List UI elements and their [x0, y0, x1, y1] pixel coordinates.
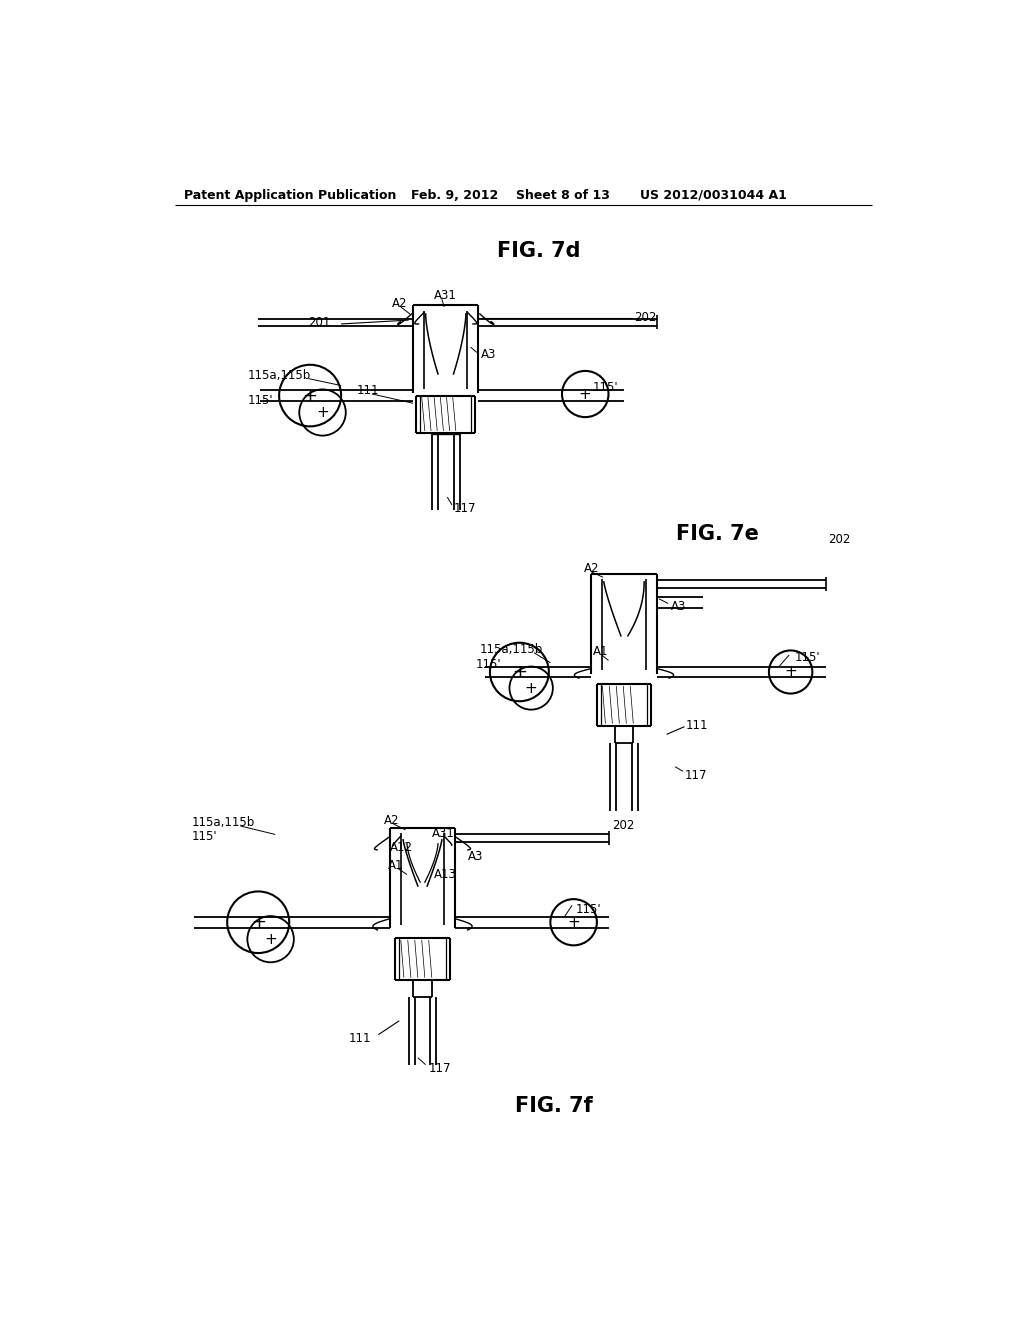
Text: A3: A3 [671, 601, 686, 612]
Text: A31: A31 [434, 289, 457, 302]
Text: 115': 115' [191, 829, 217, 842]
Text: A1: A1 [593, 644, 608, 657]
Text: +: + [264, 932, 276, 946]
Text: 111: 111 [349, 1032, 372, 1045]
Text: A12: A12 [390, 841, 413, 854]
Text: 117: 117 [429, 1063, 452, 1074]
Text: 202: 202 [827, 533, 850, 546]
Text: +: + [524, 681, 538, 696]
Text: +: + [303, 387, 317, 404]
Text: +: + [784, 664, 797, 680]
Text: 111: 111 [356, 384, 379, 397]
Text: A2: A2 [584, 562, 599, 576]
Text: 111: 111 [686, 719, 709, 733]
Text: +: + [251, 913, 265, 931]
Text: A2: A2 [384, 814, 399, 828]
Text: A13: A13 [434, 869, 457, 880]
Text: 117: 117 [684, 770, 707, 783]
Text: 115': 115' [248, 395, 273, 408]
Text: 115': 115' [795, 651, 820, 664]
Text: 115a,115b: 115a,115b [191, 816, 255, 829]
Text: A3: A3 [467, 850, 483, 863]
Text: FIG. 7e: FIG. 7e [676, 524, 759, 544]
Text: 115': 115' [575, 903, 601, 916]
Text: A31: A31 [432, 828, 455, 841]
Text: +: + [567, 915, 580, 929]
Text: 115': 115' [475, 657, 501, 671]
Text: +: + [512, 663, 527, 681]
Text: 202: 202 [612, 820, 635, 833]
Text: FIG. 7d: FIG. 7d [497, 240, 581, 261]
Text: 117: 117 [454, 502, 476, 515]
Text: A2: A2 [391, 297, 407, 310]
Text: +: + [579, 387, 592, 401]
Text: 115a,115b: 115a,115b [248, 370, 311, 381]
Text: Patent Application Publication: Patent Application Publication [183, 189, 396, 202]
Text: 201: 201 [308, 315, 330, 329]
Text: US 2012/0031044 A1: US 2012/0031044 A1 [640, 189, 786, 202]
Text: 115': 115' [593, 381, 618, 395]
Text: A3: A3 [480, 348, 496, 362]
Text: Feb. 9, 2012: Feb. 9, 2012 [411, 189, 498, 202]
Text: Sheet 8 of 13: Sheet 8 of 13 [515, 189, 609, 202]
Text: +: + [316, 405, 329, 420]
Text: A1: A1 [388, 859, 403, 871]
Text: 115a,115b: 115a,115b [480, 643, 543, 656]
Text: FIG. 7f: FIG. 7f [515, 1096, 593, 1115]
Text: 202: 202 [634, 312, 656, 325]
